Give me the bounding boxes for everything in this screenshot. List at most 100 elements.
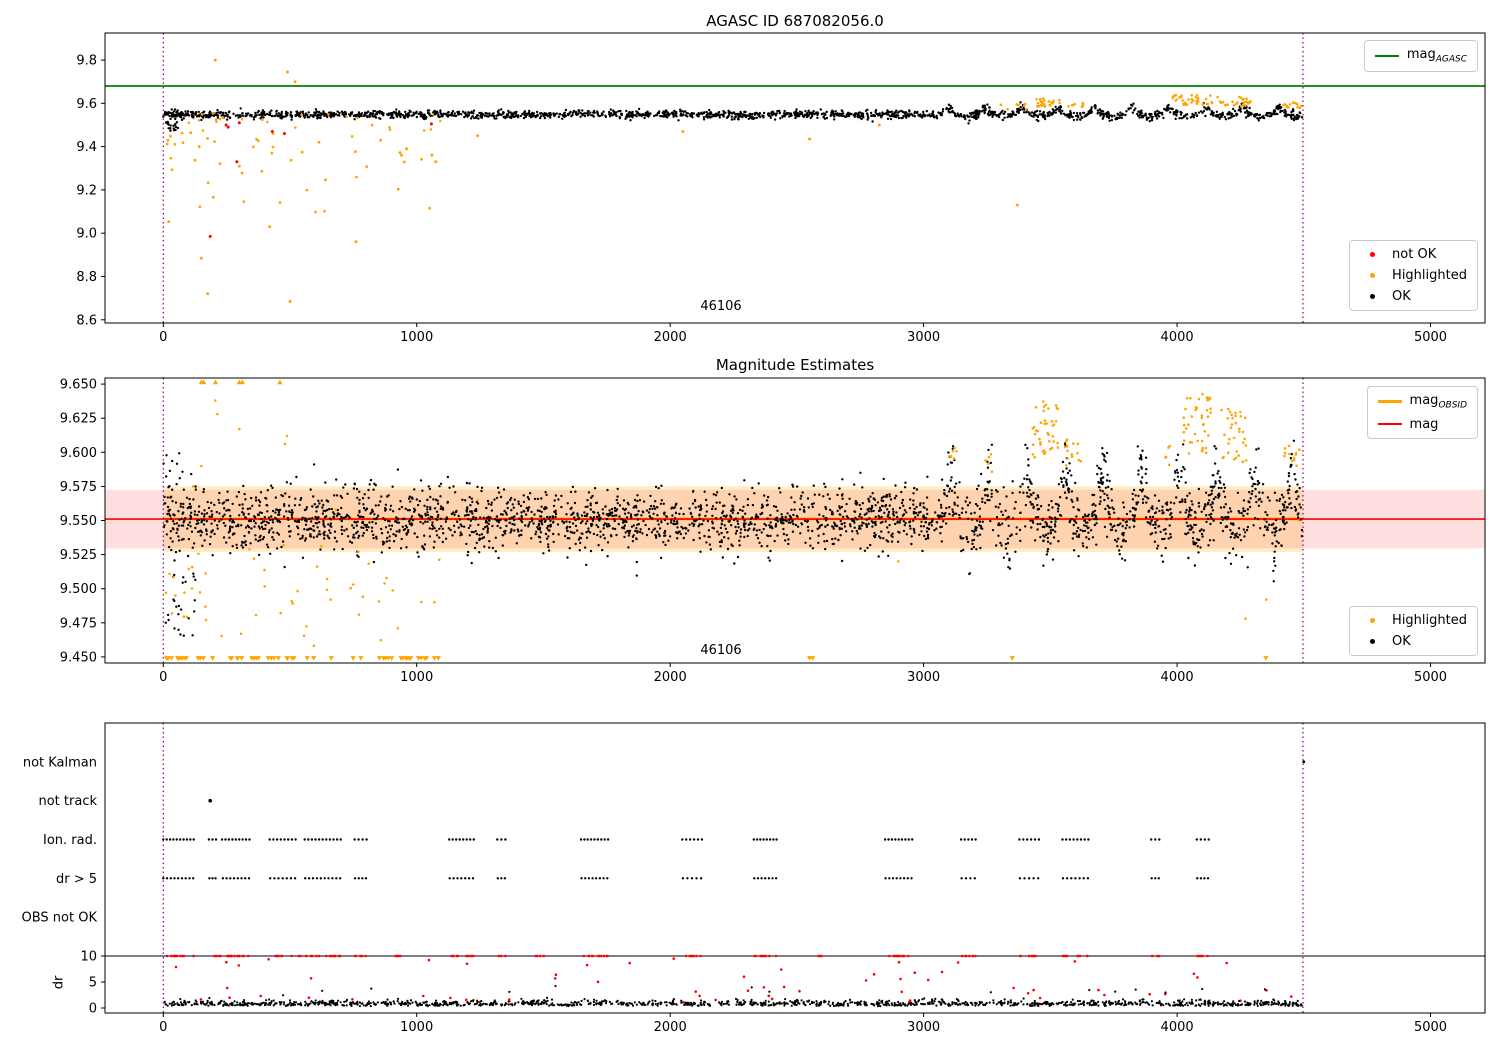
- series-dr-black: [163, 984, 1303, 1008]
- legend-dot-swatch: [1369, 639, 1375, 644]
- legend-label: Highlighted: [1392, 268, 1467, 283]
- legend-label: OK: [1392, 289, 1411, 304]
- series-ok-early-spread: [162, 452, 197, 637]
- legend-dot-swatch: [1369, 273, 1375, 278]
- legend-item-not-ok: not OK: [1360, 247, 1467, 262]
- obsid-annotation-chart1: 46106: [700, 299, 742, 314]
- y-tick-label: 9.6: [76, 97, 97, 112]
- legend-item-mag: mag: [1377, 416, 1467, 432]
- x-tick-label: 3000: [907, 1020, 940, 1035]
- series-ok-band: [163, 101, 1304, 125]
- y-tick-label: 9.450: [60, 650, 97, 665]
- legend-item-ok: OK: [1360, 634, 1467, 649]
- x-tick-label: 3000: [907, 330, 940, 345]
- y-tick-label: 9.550: [60, 514, 97, 529]
- flag-row-not-track: [208, 798, 212, 803]
- y-tick-label: 9.8: [76, 54, 97, 69]
- flag-row-label: not Kalman: [23, 755, 97, 770]
- series-highlighted-low: [164, 543, 441, 648]
- obsid-annotation-chart2: 46106: [700, 643, 742, 658]
- series-highlighted-on-band: [187, 112, 442, 132]
- flag-row-ion-rad-: [162, 838, 1210, 841]
- dr-tick-label: 5: [89, 976, 97, 991]
- legend-dot-swatch: [1369, 294, 1375, 299]
- series-dr-red: [174, 957, 1293, 1005]
- legend-point-status-chart2: Highlighted OK: [1349, 606, 1478, 656]
- series-highlighted-bottom-clipped: [163, 656, 430, 661]
- legend-label: magOBSID: [1409, 393, 1467, 411]
- x-tick-label: 4000: [1161, 330, 1194, 345]
- x-tick-label: 4000: [1161, 1020, 1194, 1035]
- plot-frame: [104, 722, 1486, 1014]
- flag-row-label: OBS not OK: [22, 911, 98, 926]
- legend-item-magagasc: magAGASC: [1374, 47, 1467, 65]
- series-highlighted-top-clipped: [198, 379, 283, 385]
- y-tick-label: 8.6: [76, 313, 97, 328]
- flag-row-label: dr > 5: [56, 872, 97, 887]
- y-tick-label: 9.525: [60, 548, 97, 563]
- legend-dot-swatch: [1369, 618, 1375, 623]
- legend-line-swatch: [1374, 54, 1399, 57]
- x-tick-label: 0: [159, 330, 167, 345]
- legend-item-highlighted: Highlighted: [1360, 613, 1467, 628]
- y-tick-label: 9.625: [60, 412, 97, 427]
- legend-mag-agasc: magAGASC: [1363, 40, 1478, 72]
- legend-item-ok: OK: [1360, 289, 1467, 304]
- series-highlighted-bump-tops: [999, 93, 1303, 111]
- series-not-ok: [208, 121, 433, 238]
- series-highlighted-bump-tops: [947, 392, 1301, 473]
- x-tick-label: 2000: [654, 1020, 687, 1035]
- series-highlighted-low-outliers: [165, 131, 431, 224]
- x-tick-label: 5000: [1414, 670, 1447, 685]
- y-tick-label: 9.600: [60, 446, 97, 461]
- x-tick-label: 4000: [1161, 670, 1194, 685]
- flag-row-label: Ion. rad.: [43, 833, 97, 848]
- legend-label: magAGASC: [1406, 47, 1467, 65]
- series-highlighted-bottom-clipped-singles: [431, 656, 1269, 661]
- flag-row-dr-5: [162, 877, 1210, 880]
- legend-line-swatch: [1377, 400, 1402, 404]
- legend-item-magobsid: magOBSID: [1377, 393, 1467, 411]
- x-tick-label: 0: [159, 1020, 167, 1035]
- plot-frame: [104, 32, 1486, 324]
- x-tick-label: 5000: [1414, 330, 1447, 345]
- series-ok-early: [162, 108, 180, 132]
- flag-row-label: not track: [38, 794, 97, 809]
- legend-label: not OK: [1392, 247, 1437, 262]
- dr-tick-label: 10: [80, 950, 97, 965]
- legend-mag-lines: magOBSID mag: [1366, 386, 1478, 439]
- y-tick-label: 9.650: [60, 378, 97, 393]
- y-tick-label: 8.8: [76, 270, 97, 285]
- series-highlighted-singles: [199, 58, 1019, 303]
- series-ok-band: [163, 439, 1304, 583]
- legend-item-highlighted: Highlighted: [1360, 268, 1467, 283]
- x-tick-label: 1000: [400, 330, 433, 345]
- x-tick-label: 2000: [654, 330, 687, 345]
- x-tick-label: 3000: [907, 670, 940, 685]
- legend-line-swatch: [1377, 423, 1402, 426]
- legend-label: OK: [1392, 634, 1411, 649]
- legend-label: mag: [1409, 416, 1439, 432]
- dr-axis-label: dr: [51, 975, 67, 990]
- flag-row-not-kalman: [1302, 760, 1306, 764]
- y-tick-label: 9.0: [76, 227, 97, 242]
- y-tick-label: 9.2: [76, 183, 97, 198]
- x-tick-label: 2000: [654, 670, 687, 685]
- x-tick-label: 5000: [1414, 1020, 1447, 1035]
- chart2-title: Magnitude Estimates: [715, 356, 875, 374]
- legend-label: Highlighted: [1392, 613, 1467, 628]
- legend-dot-swatch: [1369, 252, 1375, 257]
- y-tick-label: 9.4: [76, 140, 97, 155]
- y-tick-label: 9.500: [60, 582, 97, 597]
- y-tick-label: 9.475: [60, 616, 97, 631]
- x-tick-label: 1000: [400, 1020, 433, 1035]
- y-tick-label: 9.575: [60, 480, 97, 495]
- x-tick-label: 1000: [400, 670, 433, 685]
- legend-point-status-chart1: not OK Highlighted OK: [1349, 240, 1478, 311]
- dr-tick-label: 0: [89, 1002, 97, 1017]
- x-tick-label: 0: [159, 670, 167, 685]
- series-dr-red-clipped: [165, 954, 1209, 958]
- chart1-title: AGASC ID 687082056.0: [706, 12, 884, 30]
